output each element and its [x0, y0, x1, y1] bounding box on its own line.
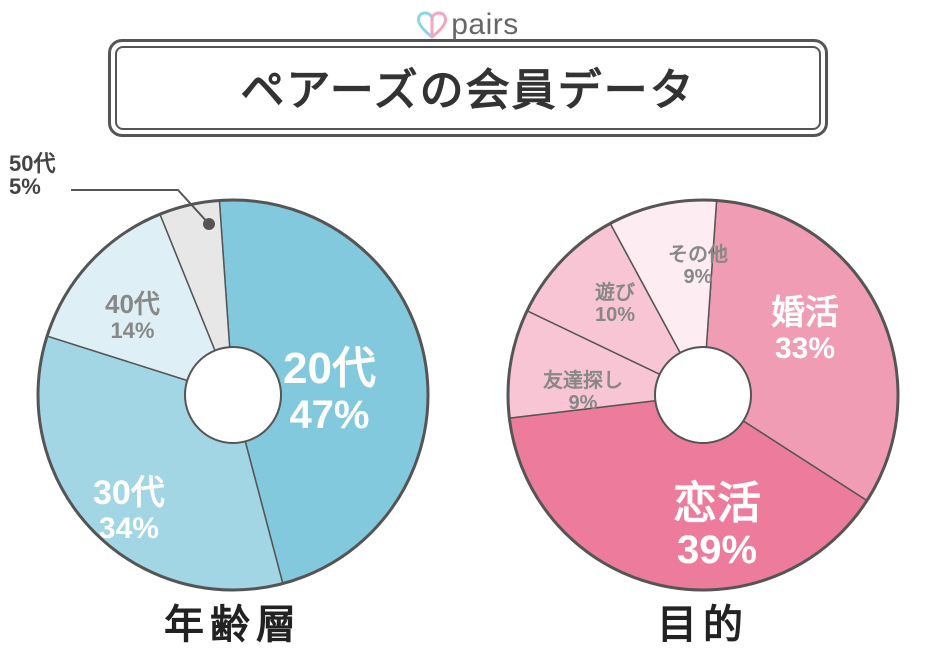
title-frame-outer: ペアーズの会員データ	[108, 39, 828, 137]
charts-row: 年齢層 20代47%30代34%40代14%50代5% 目的 婚活33% 恋活39…	[0, 170, 936, 650]
label-婚活: 婚活33%	[771, 295, 839, 365]
logo-text: pairs	[451, 8, 519, 42]
title-frame-inner: ペアーズの会員データ	[115, 46, 821, 130]
label-その他: その他9%	[668, 244, 728, 288]
label-遊び: 遊び10%	[595, 282, 635, 326]
label-恋活: 恋活39%	[673, 480, 761, 572]
purpose-chart: 目的 婚活33% 恋活39% 友達探し9% 遊び10% その他9%	[483, 170, 923, 650]
header: pairs ペアーズの会員データ	[108, 8, 828, 137]
purpose-chart-title: 目的	[483, 592, 923, 650]
pairs-logo: pairs	[417, 8, 519, 42]
label-友達探し: 友達探し9%	[543, 370, 623, 414]
heart-icon	[417, 10, 447, 40]
age-chart: 年齢層 20代47%30代34%40代14%50代5%	[13, 170, 453, 650]
leader-line	[71, 190, 209, 224]
page-title: ペアーズの会員データ	[137, 54, 799, 118]
